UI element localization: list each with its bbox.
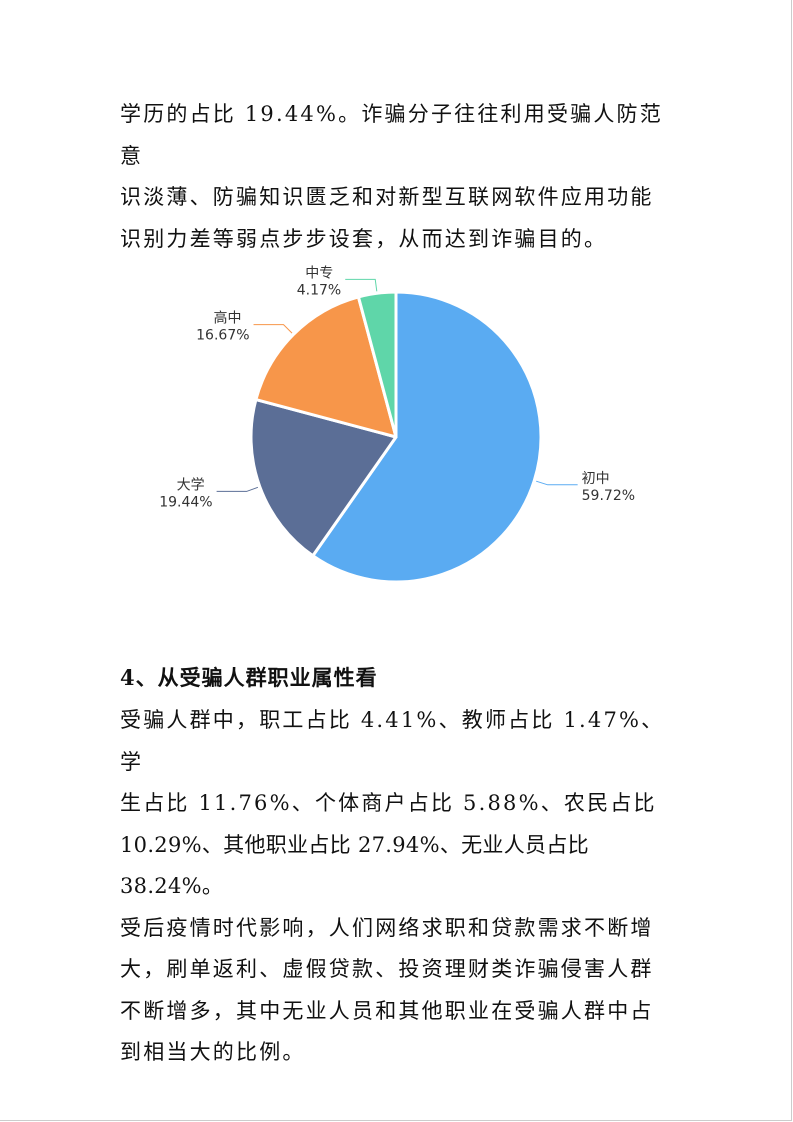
slice-label: 中专 bbox=[305, 265, 333, 281]
slice-value-label: 16.67% bbox=[196, 328, 249, 344]
leader-line-1 bbox=[216, 486, 259, 492]
pie-slice-1 bbox=[249, 398, 398, 558]
slice-label: 大学 bbox=[177, 477, 205, 493]
slice-value-label: 4.17% bbox=[297, 282, 341, 298]
text-line: 受骗人群中，职工占比 4.41%、教师占比 1.47%、学 bbox=[120, 708, 665, 774]
text-line: 不断增多，其中无业人员和其他职业在受骗人群中占 bbox=[120, 998, 654, 1023]
paragraph-bottom: 受骗人群中，职工占比 4.41%、教师占比 1.47%、学 生占比 11.76%… bbox=[120, 700, 680, 1074]
pie-slice-2 bbox=[254, 295, 398, 439]
slice-value-label: 19.44% bbox=[159, 494, 212, 510]
text-line: 到相当大的比例。 bbox=[120, 1040, 306, 1064]
slice-label: 初中 bbox=[582, 470, 610, 487]
leader-line-2 bbox=[253, 324, 293, 334]
pie-slice-0 bbox=[311, 290, 543, 584]
text-line: 受后疫情时代影响，人们网络求职和贷款需求不断增 bbox=[120, 915, 654, 940]
text-line: 识别力差等弱点步步设套，从而达到诈骗目的。 bbox=[120, 226, 608, 251]
pie-slice-3 bbox=[356, 290, 398, 439]
slice-value-label: 59.72% bbox=[582, 488, 635, 504]
slice-label: 高中 bbox=[214, 310, 242, 327]
leader-line-3 bbox=[345, 278, 378, 292]
text-line: 生占比 11.76%、个体商户占比 5.88%、农民占比 bbox=[120, 791, 657, 815]
section-heading: 4、从受骗人群职业属性看 bbox=[120, 665, 378, 690]
leader-line-0 bbox=[536, 480, 578, 486]
text-line: 大，刷单返利、虚假贷款、投资理财类诈骗侵害人群 bbox=[120, 957, 654, 981]
text-line: 学历的占比 19.44%。诈骗分子往往利用受骗人防范意 bbox=[120, 102, 663, 168]
text-line: 识淡薄、防骗知识匮乏和对新型互联网软件应用功能 bbox=[120, 185, 654, 209]
text-line: 10.29%、其他职业占比 27.94%、无业人员占比 38.24%。 bbox=[120, 832, 589, 899]
paragraph-top: 学历的占比 19.44%。诈骗分子往往利用受骗人防范意 识淡薄、防骗知识匮乏和对… bbox=[120, 94, 680, 260]
